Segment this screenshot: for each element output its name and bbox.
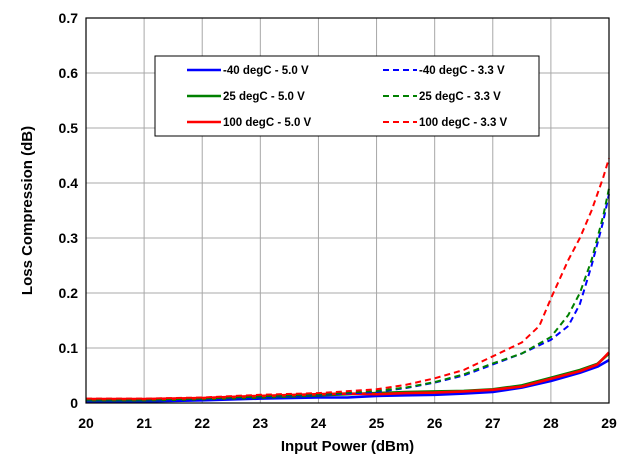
series-lines [86, 157, 610, 403]
x-tick-label: 24 [311, 415, 327, 431]
legend-label: 25 degC - 3.3 V [419, 91, 501, 103]
legend-label: 25 degC - 5.0 V [223, 91, 305, 103]
x-axis-label: Input Power (dBm) [281, 438, 414, 455]
x-tick-label: 25 [369, 415, 385, 431]
y-axis-label: Loss Compression (dB) [19, 126, 36, 295]
y-tick-label: 0.4 [59, 175, 79, 191]
x-tick-label: 28 [543, 415, 559, 431]
legend-label: 100 degC - 5.0 V [223, 117, 312, 129]
y-tick-labels: 0 0.1 0.2 0.3 0.4 0.5 0.6 0.7 [59, 10, 79, 411]
legend-label: -40 degC - 5.0 V [223, 65, 309, 77]
y-tick-label: 0.7 [59, 10, 79, 26]
legend: -40 degC - 5.0 V -40 degC - 3.3 V 25 degC … [154, 55, 540, 137]
legend-label: -40 degC - 3.3 V [419, 65, 505, 77]
x-tick-label: 29 [601, 415, 617, 431]
y-tick-label: 0.6 [59, 65, 79, 81]
y-tick-label: 0 [70, 395, 78, 411]
x-tick-label: 22 [194, 415, 210, 431]
series-line-5 [86, 188, 610, 401]
x-tick-label: 26 [427, 415, 443, 431]
y-tick-label: 0.1 [59, 340, 79, 356]
y-tick-label: 0.5 [59, 120, 79, 136]
series-line-4 [86, 193, 610, 402]
x-tick-label: 20 [78, 415, 94, 431]
x-tick-labels: 20 21 22 23 24 25 26 27 28 29 [78, 415, 617, 431]
x-tick-label: 21 [136, 415, 152, 431]
x-tick-label: 27 [485, 415, 501, 431]
plot-frame [85, 17, 610, 404]
legend-label: 100 degC - 3.3 V [419, 117, 508, 129]
series-line-6 [86, 157, 610, 400]
y-tick-label: 0.2 [59, 285, 79, 301]
y-tick-label: 0.3 [59, 230, 79, 246]
x-tick-label: 23 [253, 415, 269, 431]
